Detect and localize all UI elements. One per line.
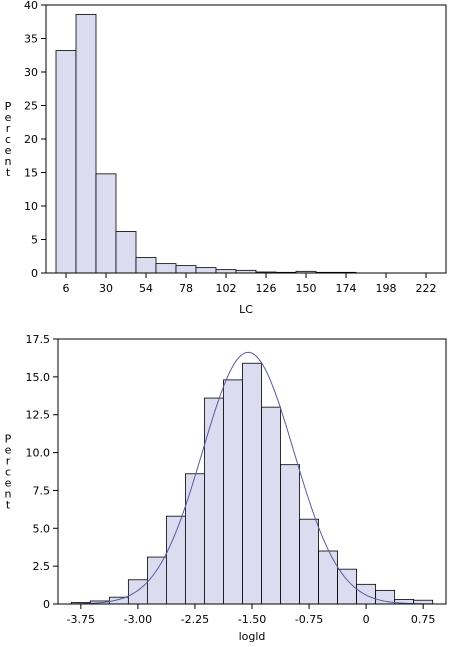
histogram-logld: -3.75 -3.00 -2.25 -1.50 -0.75 0 0.75 0 2.5 5.0 7.… (5, 333, 447, 643)
y-tick-label: 15 (24, 167, 38, 180)
histogram-bar (356, 583, 377, 605)
y-tick-label: 17.5 (26, 333, 51, 346)
histogram-bar (318, 550, 338, 605)
y-ticks: 0 2.5 5.0 7.5 10.0 12.5 15.0 17.5 (26, 333, 58, 611)
y-tick-label: 5 (31, 234, 38, 247)
bars (55, 13, 357, 274)
x-tick-label: -3.75 (67, 613, 95, 626)
histogram-bar (242, 362, 262, 605)
x-tick-label: 78 (179, 282, 193, 295)
y-tick-label: 35 (24, 33, 38, 46)
histogram-bar (280, 464, 300, 605)
histogram-bar (175, 265, 197, 274)
histogram-bar (95, 173, 117, 274)
histogram-bar (204, 397, 224, 605)
x-tick-label: 30 (99, 282, 113, 295)
histogram-bar (115, 231, 137, 274)
y-tick-label: 10.0 (26, 447, 51, 460)
histogram-bar (75, 13, 97, 274)
y-tick-label: 25 (24, 100, 38, 113)
y-tick-label: 7.5 (33, 484, 51, 497)
x-tick-label: -3.00 (124, 613, 152, 626)
histogram-bar (261, 406, 281, 605)
histogram-bar (299, 518, 319, 605)
x-tick-label: -2.25 (181, 613, 209, 626)
y-tick-label: 20 (24, 133, 38, 146)
histogram-bar (135, 257, 157, 274)
normal-curve (69, 351, 435, 605)
x-tick-label: 0.75 (411, 613, 436, 626)
histogram-bar (146, 556, 167, 605)
x-tick-label: 54 (139, 282, 153, 295)
histogram-bar (195, 267, 217, 274)
x-axis-label: LC (239, 303, 253, 316)
y-tick-label: 30 (24, 66, 38, 79)
histogram-lc: 6 30 54 78 102 126 150 174 198 222 0 5 10 15 20 25 30 35… (5, 0, 447, 316)
x-ticks: 6 30 54 78 102 126 150 174 198 222 (63, 273, 437, 295)
x-tick-label: -0.75 (295, 613, 323, 626)
histogram-bar (223, 379, 243, 605)
histogram-bar (155, 263, 177, 274)
x-tick-label: 198 (376, 282, 397, 295)
histogram-bar (55, 50, 77, 274)
x-ticks: -3.75 -3.00 -2.25 -1.50 -0.75 0 0.75 (67, 604, 436, 626)
histogram-bar (215, 269, 237, 274)
x-tick-label: -1.50 (238, 613, 266, 626)
x-tick-label: 150 (296, 282, 317, 295)
histogram-bar (166, 515, 186, 605)
x-tick-label: 222 (416, 282, 437, 295)
y-tick-label: 5.0 (33, 522, 51, 535)
y-tick-label: 2.5 (33, 560, 51, 573)
histogram-bar (185, 473, 205, 605)
histogram-bar (127, 579, 148, 605)
x-tick-label: 6 (63, 282, 70, 295)
y-tick-label: 12.5 (26, 409, 51, 422)
x-tick-label: 174 (336, 282, 357, 295)
x-tick-label: 102 (216, 282, 237, 295)
y-tick-label: 10 (24, 200, 38, 213)
bars (70, 362, 434, 605)
y-tick-label: 15.0 (26, 371, 51, 384)
x-tick-label: 126 (256, 282, 277, 295)
y-tick-label: 0 (43, 598, 50, 611)
y-ticks: 0 5 10 15 20 25 30 35 40 (24, 0, 46, 280)
x-axis-label: logld (239, 630, 266, 643)
y-tick-label: 0 (31, 267, 38, 280)
x-tick-label: 0 (363, 613, 370, 626)
y-tick-label: 40 (24, 0, 38, 12)
